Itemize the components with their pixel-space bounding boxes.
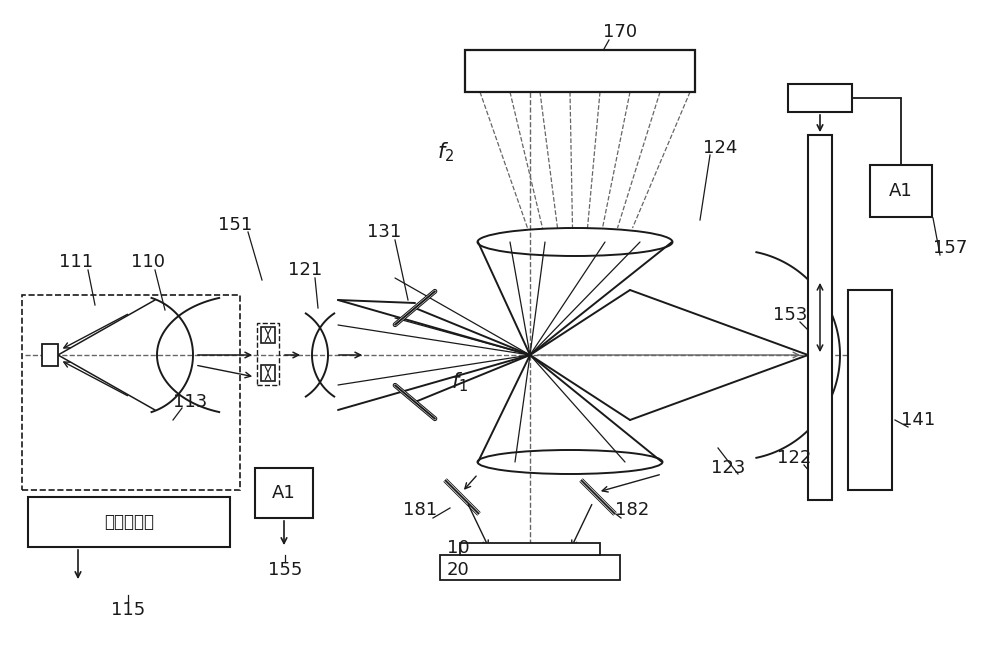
Bar [440, 555, 620, 580]
Text: 121: 121 [288, 261, 322, 279]
Text: 141: 141 [901, 411, 935, 429]
Bar [261, 365, 275, 381]
Text: 光源驱动器: 光源驱动器 [104, 513, 154, 531]
Text: 122: 122 [777, 449, 811, 467]
Bar [788, 84, 852, 112]
Text: $f_2$: $f_2$ [437, 140, 455, 164]
Text: 115: 115 [111, 601, 145, 619]
Text: 155: 155 [268, 561, 302, 579]
Text: 20: 20 [447, 561, 469, 579]
Text: 131: 131 [367, 223, 401, 241]
Text: 182: 182 [615, 501, 649, 519]
Text: 157: 157 [933, 239, 967, 257]
Text: A1: A1 [272, 484, 296, 502]
Text: 181: 181 [403, 501, 437, 519]
Text: 153: 153 [773, 306, 807, 324]
Text: 110: 110 [131, 253, 165, 271]
Bar [465, 50, 695, 92]
Text: $f_1$: $f_1$ [451, 370, 469, 394]
Text: 170: 170 [603, 23, 637, 41]
Bar [870, 165, 932, 217]
Bar [460, 543, 600, 555]
Bar [257, 323, 279, 385]
Text: 123: 123 [711, 459, 745, 477]
Bar [261, 327, 275, 343]
Bar [42, 344, 58, 366]
Text: A1: A1 [889, 182, 913, 200]
Bar [808, 135, 832, 500]
Bar [28, 497, 230, 547]
Text: 10: 10 [447, 539, 469, 557]
Text: 113: 113 [173, 393, 207, 411]
Text: 111: 111 [59, 253, 93, 271]
Bar [848, 290, 892, 490]
Text: 151: 151 [218, 216, 252, 234]
Bar [22, 295, 240, 490]
Bar [255, 468, 313, 518]
Text: 124: 124 [703, 139, 737, 157]
